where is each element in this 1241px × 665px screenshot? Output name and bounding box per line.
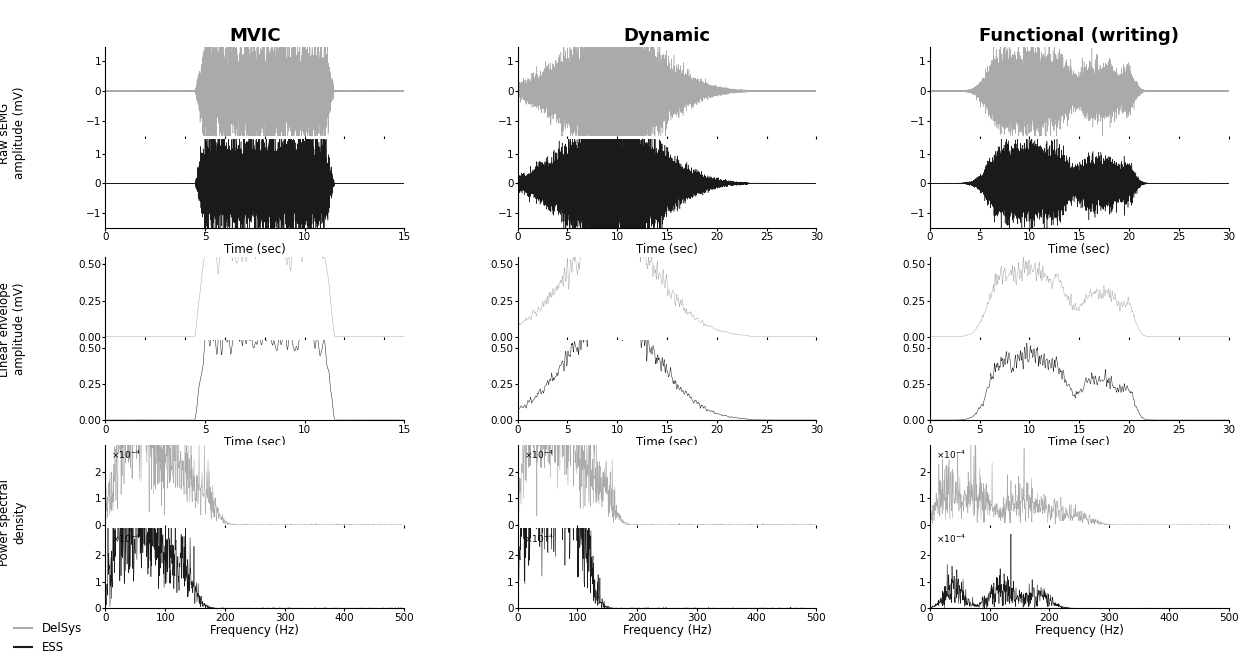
Title: Functional (writing): Functional (writing) [979,27,1179,45]
X-axis label: Time (sec): Time (sec) [1049,436,1111,449]
Title: MVIC: MVIC [230,27,280,45]
X-axis label: Frequency (Hz): Frequency (Hz) [623,624,711,637]
Text: $\times10^{-4}$: $\times10^{-4}$ [524,533,553,545]
X-axis label: Time (sec): Time (sec) [223,436,285,449]
X-axis label: Time (sec): Time (sec) [637,243,697,257]
Text: $\times10^{-4}$: $\times10^{-4}$ [112,533,141,545]
Text: $\times10^{-4}$: $\times10^{-4}$ [936,449,965,462]
Text: $\times10^{-4}$: $\times10^{-4}$ [936,533,965,545]
Legend: DelSys, ESS: DelSys, ESS [10,618,87,659]
X-axis label: Time (sec): Time (sec) [637,436,697,449]
X-axis label: Time (sec): Time (sec) [223,243,285,257]
X-axis label: Frequency (Hz): Frequency (Hz) [211,624,299,637]
Text: Power spectral
density: Power spectral density [0,479,26,565]
X-axis label: Frequency (Hz): Frequency (Hz) [1035,624,1123,637]
Title: Dynamic: Dynamic [623,27,711,45]
Text: Raw sEMG
amplitude (mV): Raw sEMG amplitude (mV) [0,86,26,180]
Text: Linear envelope
amplitude (mV): Linear envelope amplitude (mV) [0,282,26,376]
X-axis label: Time (sec): Time (sec) [1049,243,1111,257]
Text: $\times10^{-4}$: $\times10^{-4}$ [112,449,141,462]
Text: $\times10^{-4}$: $\times10^{-4}$ [524,449,553,462]
